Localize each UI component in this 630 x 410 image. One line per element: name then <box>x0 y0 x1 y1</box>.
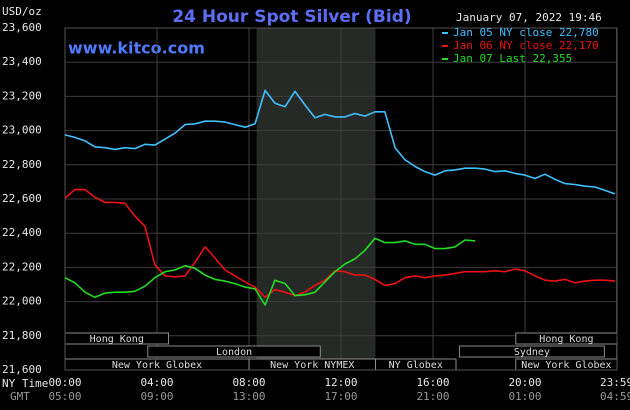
x-tick-label: 23:59 <box>600 376 630 389</box>
legend-label: Jan 05 NY close 22,780 <box>453 26 599 39</box>
gmt-tick-label: 01:00 <box>508 390 541 403</box>
session-box <box>147 345 321 358</box>
session-label: Hong Kong <box>90 334 144 345</box>
y-tick-label: 22,600 <box>2 192 42 205</box>
gmt-tick-label: 21:00 <box>416 390 449 403</box>
y-tick-label: 21,600 <box>2 363 42 376</box>
x-axis-label: GMT <box>10 390 30 403</box>
x-tick-label: 08:00 <box>232 376 265 389</box>
session-label: Sydney <box>514 347 550 358</box>
y-tick-label: 23,400 <box>2 55 42 68</box>
legend-label: Jan 06 NY close 22,170 <box>453 39 599 52</box>
gmt-tick-label: 09:00 <box>140 390 173 403</box>
session-label: New York Globex <box>521 360 611 371</box>
series-line <box>64 188 615 299</box>
y-tick-label: 21,800 <box>2 329 42 342</box>
session-label: New York NYMEX <box>270 360 354 371</box>
x-tick-label: 20:00 <box>508 376 541 389</box>
session-label: Hong Kong <box>539 334 593 345</box>
x-axis-label: NY Time <box>2 377 48 390</box>
series-line <box>64 237 476 306</box>
y-tick-label: 23,000 <box>2 124 42 137</box>
gmt-tick-label: 17:00 <box>324 390 357 403</box>
watermark: www.kitco.com <box>68 39 205 58</box>
gmt-tick-label: 04:59 <box>600 390 630 403</box>
legend-label: Jan 07 Last 22,355 <box>453 52 572 65</box>
x-tick-label: 00:00 <box>48 376 81 389</box>
session-label: New York Globex <box>112 360 202 371</box>
y-tick-label: 23,600 <box>2 21 42 34</box>
session-box <box>458 345 605 358</box>
timestamp: January 07, 2022 19:46 <box>456 11 602 24</box>
y-tick-label: 22,200 <box>2 260 42 273</box>
session-label: London <box>216 347 252 358</box>
x-tick-label: 16:00 <box>416 376 449 389</box>
series-line <box>64 89 616 195</box>
y-tick-label: 22,000 <box>2 295 42 308</box>
y-tick-label: 22,400 <box>2 226 42 239</box>
plot-frame <box>64 27 618 371</box>
gmt-tick-label: 13:00 <box>232 390 265 403</box>
x-tick-label: 04:00 <box>140 376 173 389</box>
y-tick-label: 22,800 <box>2 158 42 171</box>
session-label: NY Globex <box>389 360 443 371</box>
y-tick-label: 23,200 <box>2 89 42 102</box>
y-unit: USD/oz <box>2 5 42 18</box>
gmt-tick-label: 05:00 <box>48 390 81 403</box>
x-tick-label: 12:00 <box>324 376 357 389</box>
chart-title: 24 Hour Spot Silver (Bid) <box>172 7 411 27</box>
